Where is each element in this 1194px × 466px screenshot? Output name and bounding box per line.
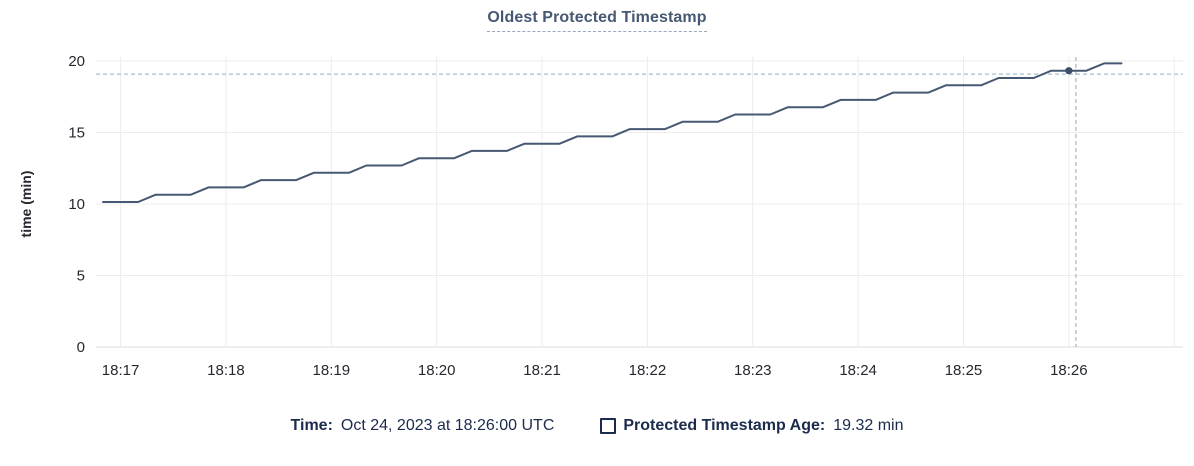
x-tick-label: 18:26 <box>1050 362 1088 379</box>
tooltip-time-value: Oct 24, 2023 at 18:26:00 UTC <box>340 417 555 434</box>
line-chart[interactable]: 0 5 10 15 20 18:17 18:18 18:19 18:20 18:21 18:22 18… <box>0 44 1194 396</box>
tooltip-series-group: Protected Timestamp Age: 19.32 min <box>600 416 903 436</box>
y-tick-label: 15 <box>68 125 85 142</box>
x-tick-label: 18:20 <box>418 362 456 379</box>
chart-tooltip-legend: Time: Oct 24, 2023 at 18:26:00 UTC Prote… <box>0 416 1194 436</box>
series-toggle-checkbox[interactable] <box>600 418 617 434</box>
x-tick-label: 18:23 <box>734 362 772 379</box>
x-tick-label: 18:17 <box>102 362 140 379</box>
y-tick-label: 0 <box>77 339 85 356</box>
tooltip-time-label: Time: <box>290 417 333 434</box>
y-axis-title: time (min) <box>18 171 34 238</box>
chart-canvas[interactable]: 0 5 10 15 20 18:17 18:18 18:19 18:20 18:21 18:22 18… <box>0 44 1194 396</box>
tooltip-time-group: Time: Oct 24, 2023 at 18:26:00 UTC <box>291 416 555 436</box>
x-tick-label: 18:18 <box>207 362 245 379</box>
x-tick-label: 18:21 <box>523 362 561 379</box>
y-tick-label: 20 <box>68 53 85 70</box>
tooltip-series-value: 19.32 min <box>833 417 904 434</box>
y-tick-label: 5 <box>77 268 85 285</box>
series-line <box>102 62 1123 203</box>
highlighted-point <box>1065 67 1073 75</box>
x-tick-label: 18:22 <box>629 362 667 379</box>
y-tick-label: 10 <box>68 196 85 213</box>
chart-title[interactable]: Oldest Protected Timestamp <box>487 9 707 32</box>
chart-title-row: Oldest Protected Timestamp <box>0 9 1194 32</box>
tooltip-series-label: Protected Timestamp Age: <box>623 417 826 434</box>
x-tick-label: 18:19 <box>313 362 351 379</box>
x-tick-label: 18:24 <box>839 362 877 379</box>
x-tick-label: 18:25 <box>945 362 983 379</box>
